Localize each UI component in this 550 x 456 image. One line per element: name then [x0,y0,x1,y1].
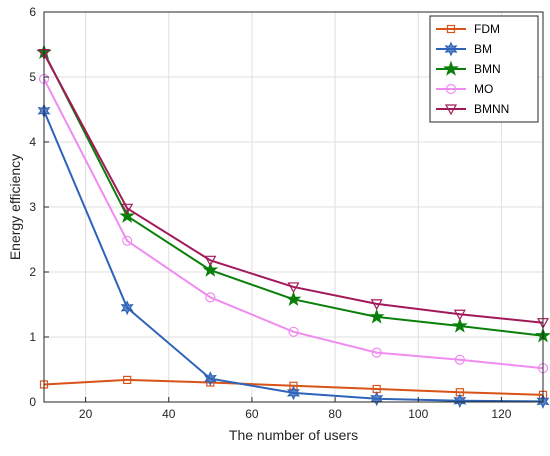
data-point-bmnn [204,255,217,267]
data-point-bmnn [121,203,134,215]
series-line-mo [43,78,544,370]
data-point-bmnn [287,282,300,294]
data-point-bmn [368,308,385,324]
legend-item-fdm: FDM [436,22,500,36]
x-tick-label: 40 [162,407,176,421]
legend-item-bm: BM [436,41,492,57]
data-point-bm [287,385,300,401]
legend: FDM BM BMN MO BMNN [429,15,539,123]
x-tick-label: 100 [408,407,428,421]
x-tick-label: 80 [328,407,342,421]
legend-label-bmnn: BMNN [474,102,509,116]
data-point-mo [288,326,299,337]
data-point-bmn [451,317,468,333]
series-mo [38,73,549,374]
legend-label-fdm: FDM [474,22,500,36]
data-point-mo [454,354,465,365]
legend-label-mo: MO [474,82,493,96]
data-point-bm [370,391,384,407]
legend-label-bm: BM [474,42,492,56]
y-tick-label: 4 [29,135,36,149]
legend-label-bmn: BMN [474,62,501,76]
y-tick-label: 6 [29,5,36,19]
legend-marker-mo [445,83,457,95]
x-tick-label: 60 [245,407,259,421]
ticks: 20 40 60 80 100 120 0 1 2 3 4 5 6 [29,5,511,421]
y-tick-label: 3 [29,200,36,214]
series-line-bmnn [43,53,544,324]
y-axis-label: Energy efficiency [7,154,23,260]
legend-item-bmnn: BMNN [436,102,509,116]
series-group [36,43,550,409]
y-tick-label: 5 [29,70,36,84]
y-tick-label: 2 [29,265,36,279]
data-point-mo [122,235,133,246]
x-axis-label: The number of users [229,427,358,443]
data-point-bmn [285,290,302,307]
legend-marker-fdm [446,24,456,34]
legend-item-mo: MO [436,82,493,96]
data-point-mo [205,292,216,303]
data-point-bmnn [370,299,383,311]
data-point-bmnn [453,309,466,321]
legend-marker-bmn [443,60,459,76]
legend-marker-bmnn [444,104,458,116]
data-point-bmn [119,207,136,223]
x-tick-label: 20 [79,407,93,421]
x-tick-label: 120 [491,407,511,421]
data-point-mo [371,347,382,358]
data-point-bmn [202,261,219,277]
series-line-bm [43,110,544,403]
data-point-bm [203,371,217,387]
y-tick-label: 0 [29,395,36,409]
legend-item-bmn: BMN [436,60,501,76]
y-tick-label: 1 [29,330,36,344]
legend-marker-bm [444,41,458,57]
data-point-fdm [123,375,132,384]
data-point-bm [120,300,134,316]
data-point-bm [453,393,467,409]
